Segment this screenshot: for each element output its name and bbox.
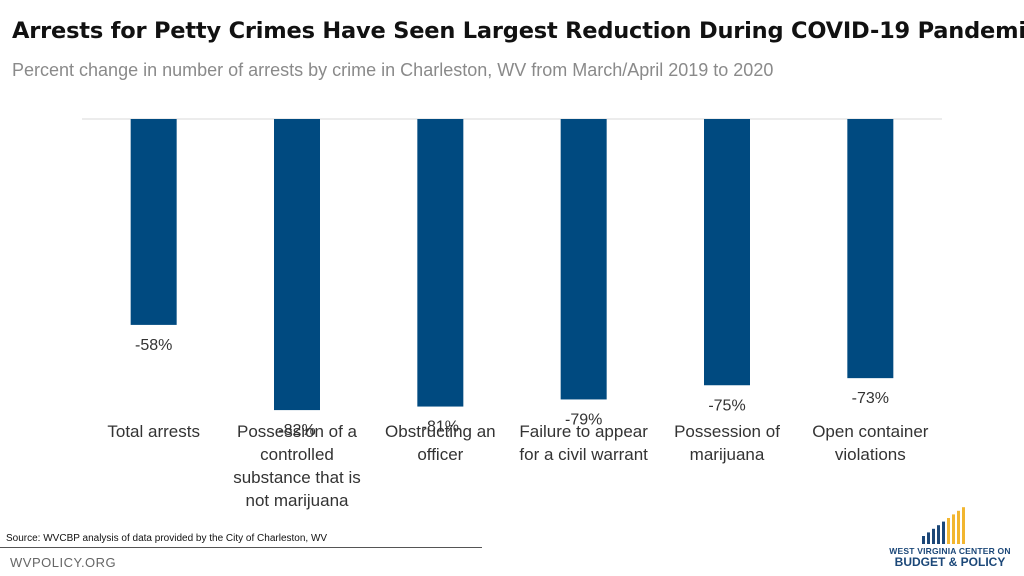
- category-label-line: marijuana: [690, 445, 765, 464]
- logo-bar: [937, 525, 940, 544]
- data-label: -73%: [852, 390, 889, 407]
- logo-bar: [932, 528, 935, 544]
- source-note: Source: WVCBP analysis of data provided …: [6, 533, 328, 544]
- wvcbp-logo: WEST VIRGINIA CENTER ON BUDGET & POLICY: [884, 500, 1016, 570]
- category-label-line: officer: [417, 445, 463, 464]
- bar: [274, 119, 320, 411]
- data-label: -79%: [565, 411, 602, 428]
- bar: [847, 119, 894, 379]
- category-label-line: Possession of: [674, 422, 780, 441]
- logo-bar: [922, 536, 925, 544]
- category-label-line: for a civil warrant: [519, 445, 648, 464]
- category-label: Possession of a controlled substance that …: [233, 422, 361, 510]
- logo-bar: [947, 518, 950, 544]
- category-label-line: substance that is: [233, 468, 361, 487]
- category-label-line: Total arrests: [107, 422, 200, 441]
- bar: [704, 119, 750, 386]
- category-label: Obstructing an officer: [385, 422, 496, 464]
- site-url: WVPOLICY.ORG: [10, 555, 117, 570]
- category-label-line: controlled: [260, 445, 334, 464]
- logo-bar: [952, 514, 955, 544]
- logo-bar: [942, 521, 945, 544]
- logo-bars-icon: [922, 507, 965, 544]
- chart-title: Arrests for Petty Crimes Have Seen Large…: [12, 18, 1024, 44]
- logo-bar: [927, 532, 930, 544]
- bar: [417, 119, 464, 407]
- data-label: -82%: [278, 422, 315, 439]
- bar: [560, 119, 607, 400]
- data-label: -58%: [135, 337, 172, 354]
- category-label-line: Failure to appear: [519, 422, 648, 441]
- category-label-line: Obstructing an: [385, 422, 496, 441]
- category-label-line: violations: [835, 445, 906, 464]
- data-label: -75%: [708, 397, 745, 414]
- logo-bar: [962, 507, 965, 544]
- data-label: -81%: [422, 419, 459, 436]
- bar: [130, 119, 177, 325]
- chart-subtitle: Percent change in number of arrests by c…: [12, 60, 774, 80]
- category-label: Failure to appear for a civil warrant: [519, 422, 648, 464]
- category-label: Possession of marijuana: [674, 422, 780, 464]
- logo-bar: [957, 510, 960, 544]
- category-label-line: not marijuana: [245, 491, 349, 510]
- logo-text-line1: WEST VIRGINIA CENTER ON: [889, 546, 1011, 556]
- category-label-line: Possession of a: [237, 422, 358, 441]
- logo-text-line2: BUDGET & POLICY: [894, 555, 1006, 569]
- category-label-line: Open container: [812, 422, 929, 441]
- bar-chart: -58% Total arrests -82%Possession of a cont…: [82, 118, 942, 510]
- category-label: Total arrests: [107, 422, 200, 441]
- footer-divider: [0, 547, 482, 548]
- category-label: Open container violations: [812, 422, 929, 464]
